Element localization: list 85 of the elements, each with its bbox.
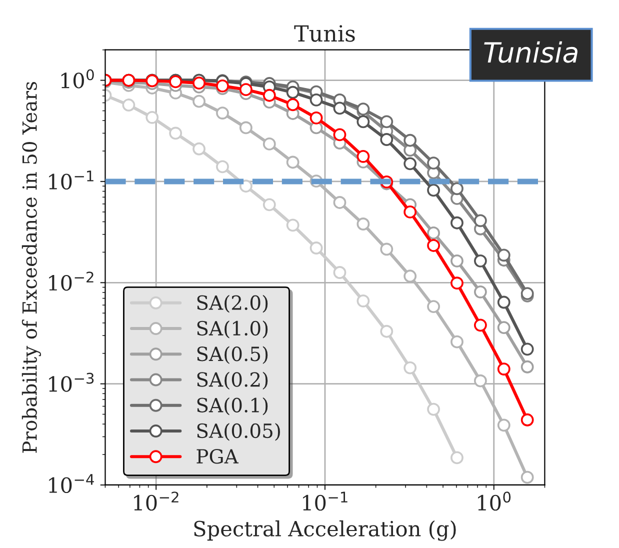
- point: [404, 157, 417, 170]
- point: [497, 362, 510, 376]
- point: [192, 142, 206, 156]
- chart-title: Tunis: [294, 25, 355, 42]
- x-tick-label: 10$^{0}$: [478, 492, 511, 511]
- point: [286, 218, 300, 232]
- point: [450, 276, 464, 290]
- point: [380, 324, 394, 338]
- point: [286, 156, 300, 169]
- point: [450, 335, 464, 348]
- point: [286, 98, 300, 112]
- point: [356, 150, 370, 163]
- point: [169, 126, 182, 140]
- point: [333, 128, 346, 142]
- point: [262, 137, 276, 150]
- point: [262, 198, 276, 212]
- point: [356, 294, 370, 308]
- point: [427, 226, 440, 240]
- point: [380, 242, 394, 256]
- legend-label: SA(2.0): [197, 294, 268, 313]
- point: [310, 93, 323, 106]
- point: [427, 402, 440, 416]
- point: [286, 86, 300, 99]
- y-tick-label: 10$^{0}$: [61, 69, 94, 88]
- point: [404, 205, 417, 218]
- point: [404, 270, 417, 283]
- x-tick-label: 10$^{−1}$: [303, 492, 348, 511]
- point: [474, 214, 487, 228]
- point: [356, 218, 370, 230]
- y-tick-label: 10$^{−2}$: [49, 272, 94, 291]
- point: [356, 102, 370, 116]
- point: [239, 121, 252, 134]
- point: [262, 88, 276, 102]
- point: [427, 156, 440, 170]
- point: [333, 196, 346, 209]
- point: [450, 254, 464, 268]
- point: [216, 106, 229, 120]
- point: [310, 242, 323, 254]
- point: [380, 133, 394, 146]
- point: [333, 102, 346, 115]
- legend-label: PGA: [196, 449, 239, 464]
- y-axis-title: Probability of Exceedance in 50 Years: [22, 82, 41, 453]
- point: [450, 182, 464, 196]
- point: [356, 115, 370, 128]
- point: [520, 413, 534, 426]
- legend-label: SA(0.05): [197, 423, 280, 441]
- x-tick-label: 10$^{−2}$: [134, 492, 178, 511]
- point: [146, 110, 159, 124]
- point: [497, 321, 510, 334]
- point: [216, 160, 229, 174]
- point: [427, 239, 440, 252]
- point: [239, 83, 252, 96]
- point: [404, 361, 417, 374]
- legend-label: SA(1.0): [197, 320, 268, 338]
- point: [333, 266, 346, 279]
- point: [520, 470, 534, 484]
- legend-label: SA(0.2): [197, 372, 268, 390]
- point: [192, 94, 206, 108]
- point: [239, 180, 252, 193]
- point: [450, 451, 464, 464]
- point: [474, 254, 487, 268]
- point: [474, 374, 487, 388]
- x-axis-title: Spectral Acceleration (g): [194, 520, 456, 541]
- point: [216, 79, 229, 92]
- point: [310, 111, 323, 124]
- point: [192, 76, 206, 90]
- y-tick-label: 10$^{−3}$: [49, 372, 94, 392]
- legend-label: SA(0.5): [197, 346, 268, 364]
- y-tick-label: 10$^{−1}$: [49, 170, 94, 190]
- y-tick-label: 10$^{−4}$: [49, 474, 94, 494]
- point: [474, 285, 487, 298]
- point: [427, 300, 440, 314]
- point: [427, 184, 440, 197]
- point: [520, 360, 534, 374]
- point: [450, 216, 464, 230]
- point: [520, 342, 534, 356]
- point: [404, 134, 417, 147]
- annotation: Tunisia: [484, 41, 578, 63]
- point: [497, 248, 510, 262]
- point: [474, 318, 487, 332]
- legend-label: SA(0.1): [197, 397, 268, 416]
- point: [122, 98, 136, 112]
- point: [497, 418, 510, 432]
- point: [497, 296, 510, 309]
- point: [380, 115, 394, 128]
